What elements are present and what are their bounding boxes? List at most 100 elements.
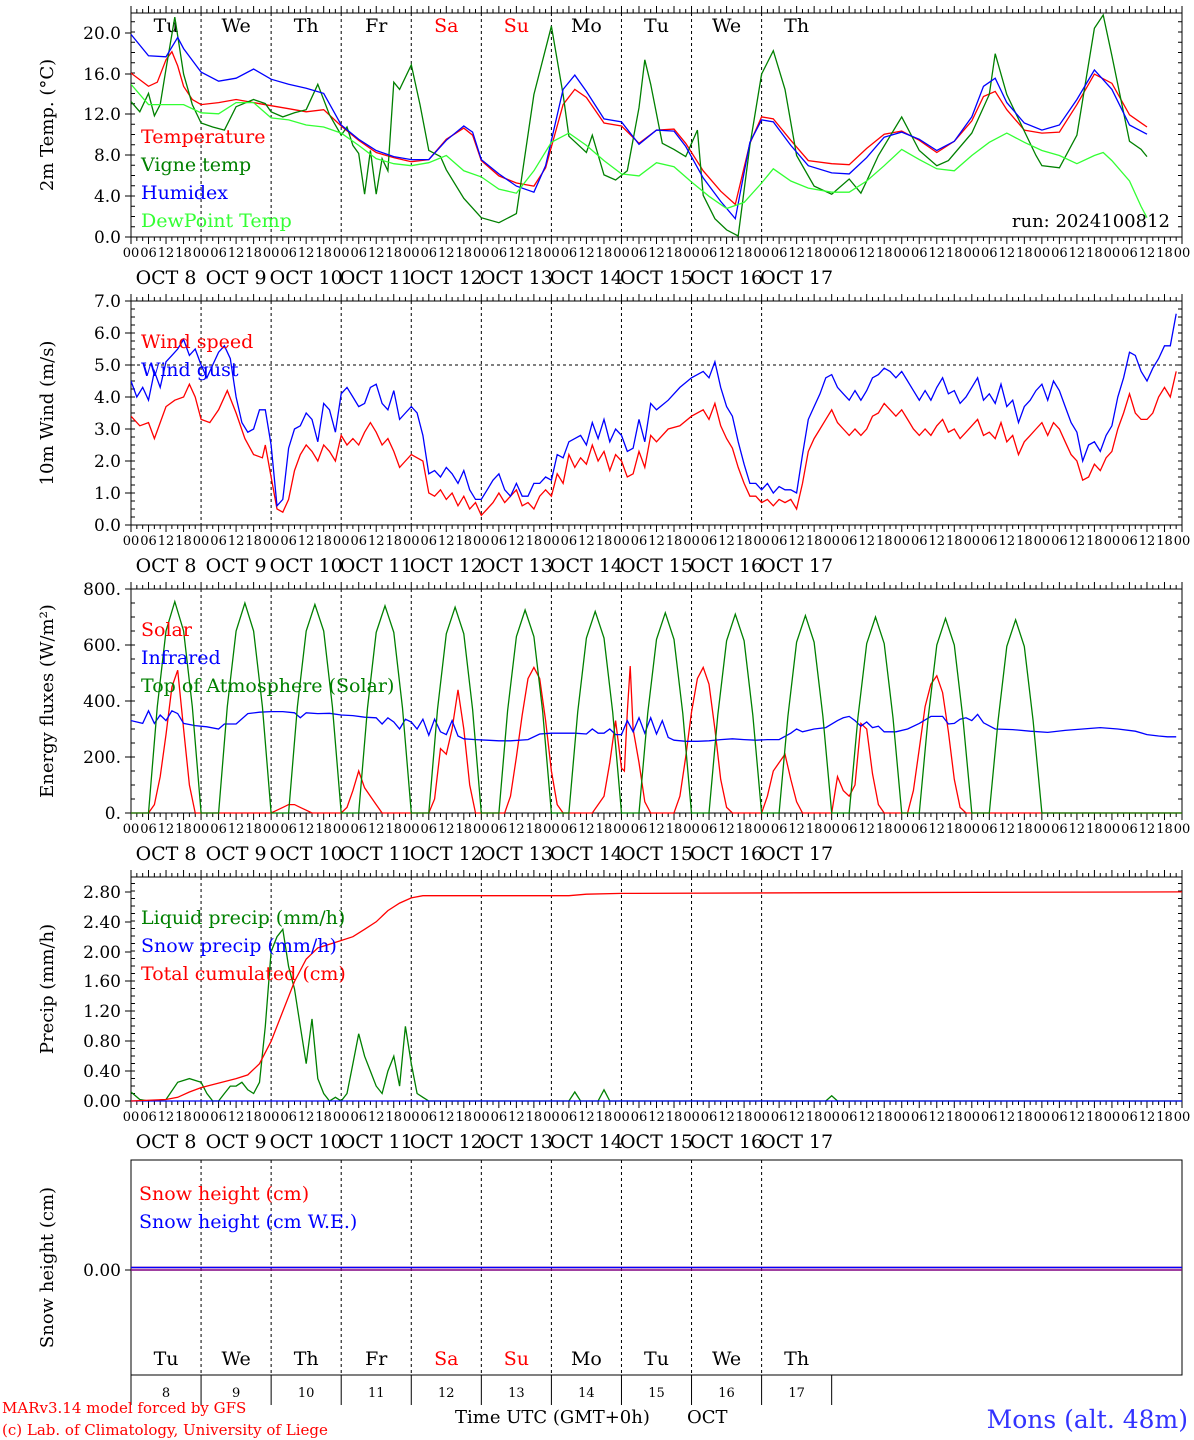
hour-label: 00 xyxy=(893,534,910,549)
legend-entry: Snow height (cm) xyxy=(139,1183,309,1205)
legend-entry: Infrared xyxy=(141,647,221,669)
run-annotation: run: 2024100812 xyxy=(1012,211,1170,232)
hour-label: 06 xyxy=(841,246,858,261)
date-label: OCT 10 xyxy=(270,555,343,577)
hour-label: 18 xyxy=(1016,534,1033,549)
hour-label: 06 xyxy=(981,1110,998,1125)
hour-label: 12 xyxy=(718,1110,735,1125)
hour-label: 18 xyxy=(946,822,963,837)
plot-frame xyxy=(130,300,1183,526)
legend-entry: DewPoint Temp xyxy=(141,210,292,232)
hour-label: 00 xyxy=(964,534,981,549)
y-tick-label: 200. xyxy=(83,748,121,768)
hour-label: 06 xyxy=(981,246,998,261)
hour-label: 06 xyxy=(491,1110,508,1125)
weekday-label: Th xyxy=(784,15,809,37)
y-tick-label: 0.40 xyxy=(83,1062,121,1082)
hour-label: 06 xyxy=(911,534,928,549)
hour-label: 12 xyxy=(578,822,595,837)
hour-label: 00 xyxy=(333,1110,350,1125)
x-axis-month: OCT xyxy=(687,1407,728,1428)
hour-label: 00 xyxy=(1034,534,1051,549)
legend-entry: Temperature xyxy=(141,126,265,148)
y-tick-label: 400. xyxy=(83,692,121,712)
hour-label: 18 xyxy=(1086,246,1103,261)
series-line-wind-speed xyxy=(131,371,1177,517)
hour-label: 12 xyxy=(1069,246,1086,261)
date-label: OCT 12 xyxy=(410,555,483,577)
hour-label: 00 xyxy=(263,246,280,261)
hour-label: 06 xyxy=(210,246,227,261)
hour-label: 06 xyxy=(280,1110,297,1125)
hour-label: 12 xyxy=(1139,534,1156,549)
hour-label: 18 xyxy=(596,534,613,549)
hour-label: 12 xyxy=(228,1110,245,1125)
hour-label: 18 xyxy=(526,246,543,261)
weekday-label: Mo xyxy=(571,15,602,37)
hour-label: 12 xyxy=(999,822,1016,837)
day-number-label: 10 xyxy=(298,1386,315,1401)
hour-label: 12 xyxy=(438,1110,455,1125)
hour-label: 06 xyxy=(280,534,297,549)
hour-label: 00 xyxy=(964,1110,981,1125)
day-number-label: 11 xyxy=(368,1386,385,1401)
legend-entry: Wind gust xyxy=(141,359,239,381)
hour-label: 12 xyxy=(438,534,455,549)
weekday-label: Sa xyxy=(434,15,458,37)
hour-label: 12 xyxy=(928,1110,945,1125)
hour-label: 00 xyxy=(753,822,770,837)
hour-label: 12 xyxy=(438,822,455,837)
hour-label: 00 xyxy=(683,822,700,837)
y-tick-label: 0.00 xyxy=(83,1261,121,1281)
hour-label: 06 xyxy=(911,1110,928,1125)
y-axis-label: 2m Temp. (°C) xyxy=(37,59,58,191)
hour-label: 18 xyxy=(385,534,402,549)
hour-label: 06 xyxy=(841,1110,858,1125)
hour-label: 06 xyxy=(491,534,508,549)
hour-label: 18 xyxy=(596,1110,613,1125)
date-label: OCT 16 xyxy=(690,843,763,865)
legend-entry: Top of Atmosphere (Solar) xyxy=(141,675,394,697)
weekday-label: Su xyxy=(504,1348,529,1370)
date-label: OCT 13 xyxy=(480,555,553,577)
hour-label: 12 xyxy=(648,1110,665,1125)
hour-label: 00 xyxy=(1034,246,1051,261)
x-axis-title: Time UTC (GMT+0h) xyxy=(455,1407,650,1428)
legend-entry: Snow precip (mm/h) xyxy=(141,935,337,957)
date-label: OCT 15 xyxy=(620,843,693,865)
date-label: OCT 12 xyxy=(410,1131,483,1153)
hour-label: 18 xyxy=(876,534,893,549)
hour-label: 00 xyxy=(683,534,700,549)
hour-label: 18 xyxy=(456,534,473,549)
y-tick-label: 7.0 xyxy=(94,292,121,312)
hour-label: 18 xyxy=(876,246,893,261)
hour-label: 12 xyxy=(858,822,875,837)
hour-label: 06 xyxy=(140,1110,157,1125)
hour-label: 12 xyxy=(298,534,315,549)
hour-label: 06 xyxy=(350,1110,367,1125)
hour-label: 12 xyxy=(858,534,875,549)
hour-label: 06 xyxy=(1121,1110,1138,1125)
series-line-wind-gust xyxy=(131,313,1177,508)
hour-label: 06 xyxy=(631,1110,648,1125)
plot-frame xyxy=(130,588,1183,814)
date-label: OCT 12 xyxy=(410,267,483,289)
day-number-label: 16 xyxy=(718,1386,735,1401)
weekday-label: Tu xyxy=(644,1348,669,1370)
date-label: OCT 10 xyxy=(270,843,343,865)
hour-label: 06 xyxy=(701,1110,718,1125)
y-tick-label: 4.0 xyxy=(94,187,121,207)
hour-label: 12 xyxy=(1069,1110,1086,1125)
legend-entry: Liquid precip (mm/h) xyxy=(141,907,345,929)
date-label: OCT 11 xyxy=(340,267,413,289)
weekday-label: We xyxy=(712,1348,741,1370)
weekday-label: We xyxy=(712,15,741,37)
hour-label: 12 xyxy=(1139,1110,1156,1125)
hour-label: 18 xyxy=(736,534,753,549)
legend-entry: Solar xyxy=(141,619,193,641)
hour-label: 00 xyxy=(1104,1110,1121,1125)
hour-label: 00 xyxy=(753,246,770,261)
lab-credit: (c) Lab. of Climatology, University of L… xyxy=(2,1421,328,1439)
hour-label: 18 xyxy=(876,1110,893,1125)
